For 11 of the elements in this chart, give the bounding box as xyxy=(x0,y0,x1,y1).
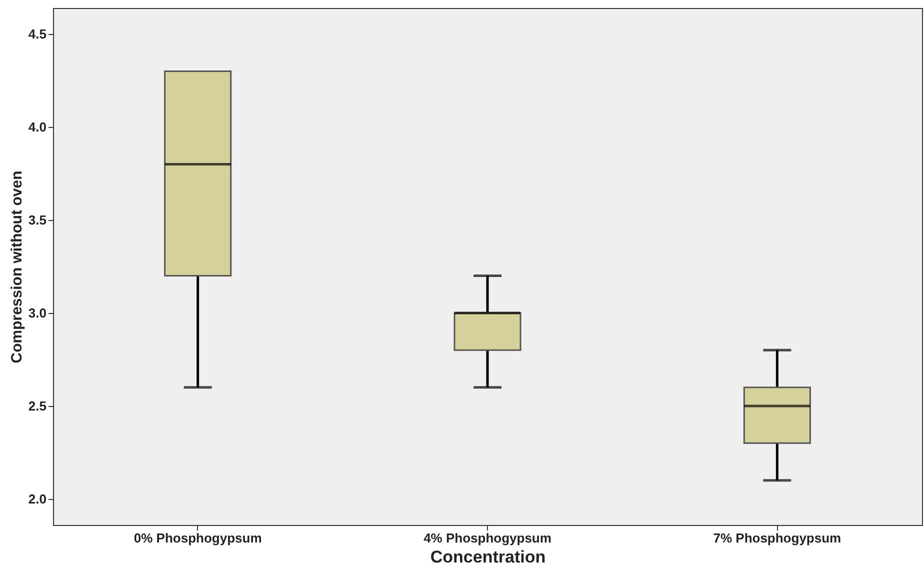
y-tick-label: 3.5 xyxy=(28,212,46,228)
y-tick-label: 4.5 xyxy=(28,26,46,42)
y-tick-label: 4.0 xyxy=(28,120,46,135)
y-tick-label: 2.5 xyxy=(28,398,46,414)
x-tick-label: 4% Phosphogypsum xyxy=(424,530,552,546)
x-axis-title: Concentration xyxy=(430,548,546,566)
x-tick-label: 0% Phosphogypsum xyxy=(134,530,262,546)
x-tick-label: 7% Phosphogypsum xyxy=(713,530,842,546)
y-tick-label: 3.0 xyxy=(28,305,46,320)
y-tick-label: 2.0 xyxy=(28,491,46,506)
y-axis-title: Compression without oven xyxy=(8,170,26,364)
